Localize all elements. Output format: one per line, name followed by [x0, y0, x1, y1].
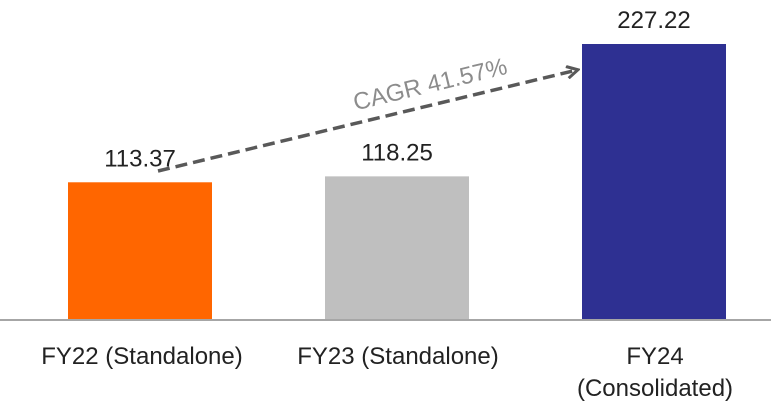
category-label-0: FY22 (Standalone)	[41, 343, 242, 370]
category-label-0-line-0: FY22 (Standalone)	[41, 343, 242, 370]
category-label-2-line-0: FY24	[626, 343, 683, 370]
category-label-1: FY23 (Standalone)	[297, 343, 498, 370]
category-label-1-line-0: FY23 (Standalone)	[297, 343, 498, 370]
bar-1	[325, 176, 469, 320]
bar-2	[582, 44, 726, 320]
category-labels-group: FY22 (Standalone) FY23 (Standalone) FY24 (C…	[41, 343, 733, 402]
bar-0	[68, 182, 212, 320]
category-label-2: FY24 (Consolidated)	[577, 343, 733, 402]
bars-group	[68, 44, 726, 320]
value-label-2: 227.22	[617, 7, 690, 34]
category-label-2-line-1: (Consolidated)	[577, 375, 733, 402]
value-label-1: 118.25	[361, 139, 433, 166]
